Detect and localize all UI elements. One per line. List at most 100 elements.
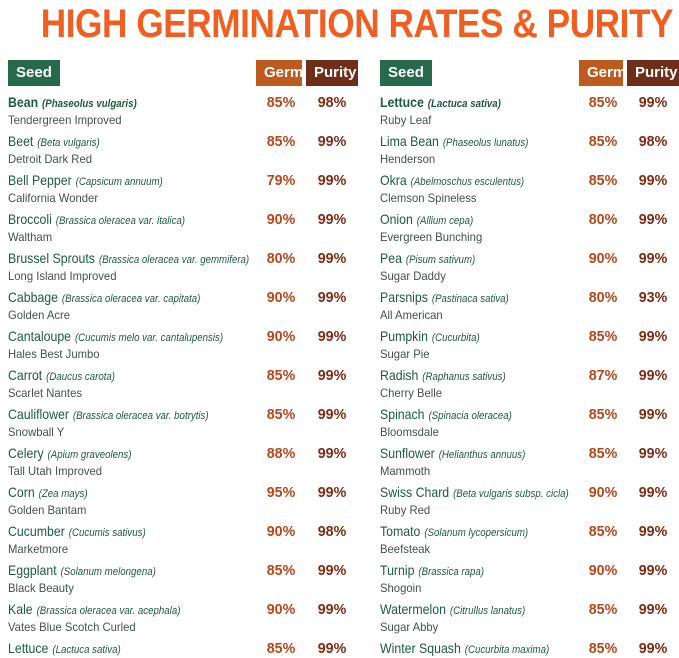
seed-variety: Hales Best Jumbo: [8, 347, 100, 361]
table-row: Kale (Brassica oleracea var. acephala) V…: [8, 601, 358, 635]
germ-value: 90%: [588, 250, 618, 267]
seed-name-line: Kale (Brassica oleracea var. acephala): [8, 602, 226, 619]
germ-value: 85%: [266, 94, 296, 111]
seed-cell: Watermelon (Citrullus lanatus) Sugar Abb…: [380, 602, 579, 635]
seed-latin-name: (Citrullus lanatus): [449, 605, 526, 617]
seed-cell: Spinach (Spinacia oleracea) Bloomsdale: [380, 407, 579, 440]
seed-variety: Golden Bantam: [8, 503, 87, 517]
table-rows: Lettuce (Lactuca sativa) Ruby Leaf 85% 9…: [380, 95, 679, 658]
purity-value: 99%: [638, 484, 668, 501]
seed-cell: Cabbage (Brassica oleracea var. capitata…: [8, 290, 256, 323]
table-row: Cauliflower (Brassica oleracea var. botr…: [8, 407, 358, 440]
germ-column-header: Germ: [579, 60, 626, 86]
seed-cell: Parsnips (Pastinaca sativa) All American: [380, 289, 579, 323]
seed-cell: Lima Bean (Phaseolus lunatus) Henderson: [380, 133, 579, 167]
purity-value: 99%: [317, 367, 347, 384]
seed-cell: Pea (Pisum sativum) Sugar Daddy: [380, 251, 579, 284]
seed-cell: Beet (Beta vulgaris) Detroit Dark Red: [8, 133, 256, 167]
seed-tables: Seed Germ Purity Bean (Phaseolus vulgari…: [0, 60, 679, 658]
seed-latin-name: (Lactuca sativa): [52, 644, 121, 656]
seed-name-line: Sunflower (Helianthus annuus): [380, 446, 555, 463]
seed-name: Eggplant: [8, 562, 57, 578]
seed-name: Bell Pepper: [8, 172, 72, 188]
table-row: Cabbage (Brassica oleracea var. capitata…: [8, 290, 358, 323]
seed-name: Radish: [380, 367, 419, 383]
table-row: Eggplant (Solanum melongena) Black Beaut…: [8, 562, 358, 596]
seed-name: Winter Squash: [380, 640, 461, 656]
seed-name: Swiss Chard: [380, 484, 450, 500]
seed-name-line: Lettuce (Lactuca sativa): [8, 641, 226, 658]
germ-value: 90%: [266, 211, 296, 228]
seed-name: Carrot: [8, 367, 43, 383]
seed-name-line: Pea (Pisum sativum): [380, 251, 555, 268]
seed-variety: Detroit Dark Red: [8, 152, 93, 166]
table-row: Onion (Allium cepa) Evergreen Bunching 8…: [380, 211, 679, 245]
seed-variety: Vates Blue Scotch Curled: [8, 620, 136, 634]
purity-value: 99%: [638, 640, 668, 657]
germ-value: 85%: [588, 328, 618, 345]
table-row: Radish (Raphanus sativus) Cherry Belle 8…: [380, 367, 679, 401]
table-header-row: Seed Germ Purity: [8, 60, 358, 86]
table-row: Spinach (Spinacia oleracea) Bloomsdale 8…: [380, 406, 679, 440]
seed-variety: Golden Acre: [8, 308, 71, 322]
seed-latin-name: (Abelmoschus esculentus): [410, 176, 525, 188]
germ-value: 85%: [588, 133, 618, 150]
purity-value: 99%: [317, 562, 347, 579]
seed-variety: Evergreen Bunching: [380, 230, 483, 244]
germ-value: 85%: [588, 406, 618, 423]
seed-cell: Eggplant (Solanum melongena) Black Beaut…: [8, 563, 256, 596]
germ-value: 85%: [588, 94, 618, 111]
seed-name: Lima Bean: [380, 133, 439, 149]
seed-name: Lettuce: [380, 94, 424, 110]
purity-column-header: Purity: [306, 60, 358, 86]
seed-table-left: Seed Germ Purity Bean (Phaseolus vulgari…: [8, 60, 358, 658]
seed-name: Corn: [8, 484, 35, 500]
seed-cell: Carrot (Daucus carota) Scarlet Nantes: [8, 367, 256, 401]
germ-value: 80%: [266, 250, 296, 267]
seed-cell: Corn (Zea mays) Golden Bantam: [8, 484, 256, 518]
germ-value: 90%: [588, 484, 618, 501]
germ-value: 90%: [266, 601, 296, 618]
seed-name-line: Tomato (Solanum lycopersicum): [380, 524, 555, 541]
seed-name-line: Eggplant (Solanum melongena): [8, 563, 226, 580]
seed-cell: Winter Squash (Cucurbita maxima) Waltham…: [380, 641, 579, 658]
table-row: Beet (Beta vulgaris) Detroit Dark Red 85…: [8, 133, 358, 167]
seed-latin-name: (Brassica oleracea var. botrytis): [72, 410, 209, 422]
purity-column-header: Purity: [627, 60, 679, 86]
seed-variety: Mammoth: [380, 464, 431, 478]
seed-name: Tomato: [380, 523, 421, 539]
seed-cell: Brussel Sprouts (Brassica oleracea var. …: [8, 251, 256, 284]
purity-value: 99%: [638, 94, 668, 111]
purity-value: 99%: [638, 562, 668, 579]
purity-value: 99%: [317, 601, 347, 618]
seed-cell: Okra (Abelmoschus esculentus) Clemson Sp…: [380, 173, 579, 206]
seed-latin-name: (Lactuca sativa): [427, 98, 501, 110]
seed-name: Parsnips: [380, 289, 428, 305]
table-row: Parsnips (Pastinaca sativa) All American…: [380, 289, 679, 323]
purity-value: 99%: [317, 172, 347, 189]
seed-name: Broccoli: [8, 211, 52, 227]
seed-cell: Onion (Allium cepa) Evergreen Bunching: [380, 212, 579, 245]
seed-variety: Ruby Red: [380, 503, 431, 517]
seed-name: Beet: [8, 133, 34, 149]
seed-latin-name: (Cucurbita maxima): [464, 644, 550, 656]
seed-latin-name: (Raphanus sativus): [422, 371, 506, 383]
seed-variety: Henderson: [380, 152, 436, 166]
seed-variety: Waltham: [8, 230, 53, 244]
table-row: Bean (Phaseolus vulgaris) Tendergreen Im…: [8, 94, 358, 128]
germ-value: 80%: [588, 211, 618, 228]
seed-name-line: Bean (Phaseolus vulgaris): [8, 95, 226, 112]
seed-name: Lettuce: [8, 640, 49, 656]
purity-value: 99%: [317, 328, 347, 345]
germ-value: 80%: [588, 289, 618, 306]
seed-name-line: Okra (Abelmoschus esculentus): [380, 173, 555, 190]
seed-latin-name: (Cucurbita): [431, 332, 480, 344]
purity-value: 99%: [638, 367, 668, 384]
seed-cell: Swiss Chard (Beta vulgaris subsp. cicla)…: [380, 484, 579, 518]
seed-latin-name: (Brassica oleracea var. italica): [55, 215, 186, 227]
table-row: Pea (Pisum sativum) Sugar Daddy 90% 99%: [380, 250, 679, 284]
purity-value: 99%: [638, 172, 668, 189]
seed-latin-name: (Phaseolus vulgaris): [42, 98, 137, 110]
table-row: Swiss Chard (Beta vulgaris subsp. cicla)…: [380, 484, 679, 518]
table-row: Lettuce (Lactuca sativa) Ruby Leaf 85% 9…: [380, 94, 679, 128]
